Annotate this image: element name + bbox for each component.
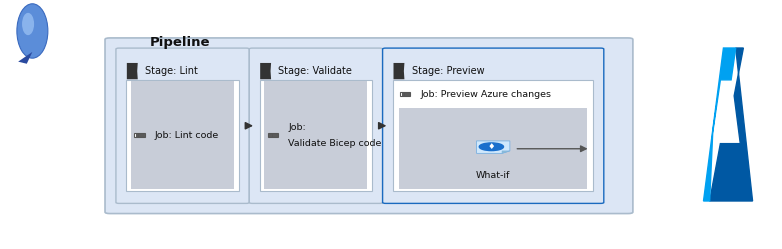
- Text: Job: Preview Azure changes: Job: Preview Azure changes: [420, 90, 551, 99]
- Polygon shape: [704, 48, 736, 201]
- Bar: [400, 92, 411, 96]
- Polygon shape: [476, 141, 510, 153]
- Text: Job:: Job:: [288, 123, 306, 132]
- FancyBboxPatch shape: [249, 48, 382, 203]
- Polygon shape: [393, 63, 404, 79]
- Polygon shape: [260, 63, 271, 79]
- Bar: [267, 133, 278, 137]
- Bar: [135, 133, 145, 137]
- Ellipse shape: [22, 13, 34, 35]
- Text: Stage: Lint: Stage: Lint: [145, 66, 198, 76]
- FancyBboxPatch shape: [382, 48, 604, 203]
- Ellipse shape: [17, 4, 48, 58]
- FancyBboxPatch shape: [393, 80, 594, 191]
- FancyBboxPatch shape: [399, 109, 587, 189]
- FancyBboxPatch shape: [260, 80, 372, 191]
- Text: Job: Lint code: Job: Lint code: [155, 131, 219, 140]
- Text: Pipeline: Pipeline: [149, 36, 210, 49]
- FancyBboxPatch shape: [105, 38, 633, 214]
- Text: ♦: ♦: [488, 142, 495, 151]
- Text: Stage: Validate: Stage: Validate: [278, 66, 352, 76]
- Polygon shape: [709, 48, 752, 201]
- Text: Validate Bicep code: Validate Bicep code: [288, 138, 382, 147]
- Polygon shape: [18, 52, 32, 64]
- FancyBboxPatch shape: [116, 48, 249, 203]
- FancyBboxPatch shape: [264, 81, 368, 189]
- Circle shape: [479, 143, 504, 151]
- Polygon shape: [127, 63, 138, 79]
- Text: Stage: Preview: Stage: Preview: [411, 66, 484, 76]
- FancyBboxPatch shape: [131, 81, 234, 189]
- Text: What-if: What-if: [476, 171, 511, 180]
- FancyBboxPatch shape: [126, 80, 239, 191]
- Polygon shape: [502, 151, 510, 153]
